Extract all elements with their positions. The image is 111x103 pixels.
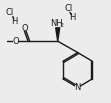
Polygon shape: [56, 28, 60, 41]
Text: 2: 2: [60, 23, 64, 28]
Bar: [75, 85, 80, 90]
Text: H: H: [69, 13, 75, 22]
Text: Cl: Cl: [6, 8, 14, 17]
Text: Cl: Cl: [65, 4, 73, 13]
Text: O: O: [12, 37, 19, 46]
Text: NH: NH: [50, 19, 63, 28]
Text: N: N: [74, 83, 81, 92]
Text: O: O: [21, 24, 28, 33]
Bar: [13, 39, 18, 44]
Bar: [22, 26, 27, 31]
Text: H: H: [11, 17, 18, 26]
